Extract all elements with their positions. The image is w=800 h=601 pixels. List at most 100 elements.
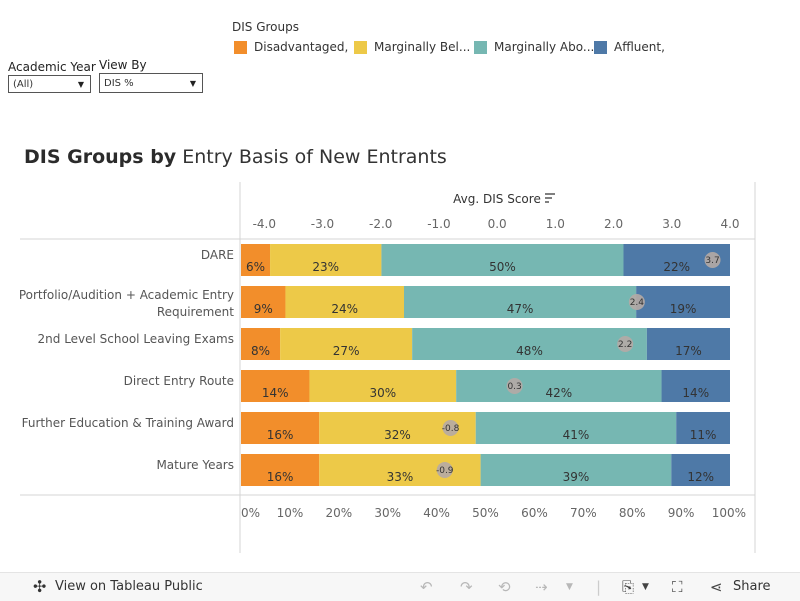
bar-segment-marginally-below[interactable] bbox=[270, 244, 382, 276]
data-label: 14% bbox=[262, 386, 289, 400]
bar-segment-marginally-below[interactable] bbox=[319, 454, 481, 486]
fullscreen-icon[interactable]: ⛶ bbox=[672, 578, 683, 596]
bar-segment-disadvantaged[interactable] bbox=[241, 370, 310, 402]
download-dropdown-icon[interactable]: ▼ bbox=[642, 582, 649, 592]
bar-segment-affluent[interactable] bbox=[676, 412, 730, 444]
bar-segment-marginally-above[interactable] bbox=[475, 412, 677, 444]
data-label: 9% bbox=[254, 302, 273, 316]
avg-dis-score-point[interactable] bbox=[442, 420, 459, 436]
data-label: 8% bbox=[251, 344, 270, 358]
bar-segment-marginally-above[interactable] bbox=[381, 244, 624, 276]
undo-icon[interactable]: ↶ bbox=[420, 578, 433, 596]
row-label: Direct Entry Route bbox=[124, 374, 234, 388]
bar-segment-marginally-below[interactable] bbox=[309, 370, 457, 402]
data-label: 47% bbox=[507, 302, 534, 316]
row-labels: DARE Portfolio/Audition + Academic Entry R… bbox=[19, 248, 234, 472]
data-label: 33% bbox=[387, 470, 414, 484]
bottom-axis-tick-label: 0% bbox=[241, 506, 260, 520]
avg-dis-score-label: 2.2 bbox=[618, 340, 632, 350]
view-by-value: DIS % bbox=[104, 78, 134, 89]
bottom-axis-tick-label: 90% bbox=[668, 506, 695, 520]
academic-year-label: Academic Year bbox=[8, 60, 96, 74]
bar-segment-marginally-above[interactable] bbox=[456, 370, 662, 402]
view-by-label: View By bbox=[99, 58, 147, 72]
bar-segment-marginally-below[interactable] bbox=[280, 328, 413, 360]
bottom-toolbar: ✣ View on Tableau Public ↶ ↷ ⟲ ⇢ ▼ | ⎘ ▼… bbox=[0, 572, 800, 601]
data-label: 11% bbox=[690, 428, 717, 442]
top-axis-tick-label: -2.0 bbox=[369, 217, 392, 231]
redo-icon[interactable]: ↷ bbox=[460, 578, 473, 596]
bar-segment-disadvantaged[interactable] bbox=[241, 328, 281, 360]
academic-year-dropdown[interactable]: (All) ▼ bbox=[8, 75, 91, 93]
download-icon[interactable]: ⎘ bbox=[622, 578, 635, 596]
bar-segment-disadvantaged[interactable] bbox=[241, 412, 320, 444]
bar-segment-affluent[interactable] bbox=[671, 454, 730, 486]
top-axis-tick-label: 3.0 bbox=[662, 217, 681, 231]
data-label: 39% bbox=[563, 470, 590, 484]
bottom-axis-tick-label: 100% bbox=[712, 506, 746, 520]
top-axis-title: Avg. DIS Score bbox=[453, 192, 541, 206]
bottom-axis-tick-label: 10% bbox=[277, 506, 304, 520]
data-label: 19% bbox=[670, 302, 697, 316]
sort-icon[interactable] bbox=[545, 193, 555, 203]
share-icon[interactable]: ⋖ bbox=[710, 578, 723, 596]
legend-swatch-marginally-above bbox=[474, 41, 487, 54]
bar-segment-affluent[interactable] bbox=[646, 328, 730, 360]
bar-segment-marginally-below[interactable] bbox=[285, 286, 404, 318]
row-label: Mature Years bbox=[156, 458, 234, 472]
bar-segment-affluent[interactable] bbox=[661, 370, 730, 402]
view-on-tableau-link[interactable]: View on Tableau Public bbox=[55, 579, 203, 594]
legend-swatch-affluent bbox=[594, 41, 607, 54]
bar-segment-marginally-above[interactable] bbox=[404, 286, 637, 318]
refresh-dropdown-icon[interactable]: ▼ bbox=[566, 582, 573, 592]
data-label: 22% bbox=[663, 260, 690, 274]
data-label: 16% bbox=[267, 428, 294, 442]
top-axis: -4.0 -3.0 -2.0 -1.0 0.0 1.0 2.0 3.0 4.0 bbox=[253, 217, 740, 231]
chart-title-bold: DIS Groups by bbox=[24, 146, 177, 168]
chart-title-rest: Entry Basis of New Entrants bbox=[182, 146, 447, 168]
bar-segment-disadvantaged[interactable] bbox=[241, 244, 271, 276]
refresh-icon[interactable]: ⇢ bbox=[535, 578, 548, 596]
avg-dis-score-label: 0.3 bbox=[507, 382, 521, 392]
row-label: DARE bbox=[201, 248, 234, 262]
chart-title: DIS Groups by Entry Basis of New Entrant… bbox=[24, 146, 447, 168]
avg-dis-score-point[interactable] bbox=[617, 336, 634, 352]
avg-dis-score-marks: 3.7 2.4 2.2 0.3 -0.8 -0.9 bbox=[436, 252, 721, 478]
revert-icon[interactable]: ⟲ bbox=[498, 578, 511, 596]
bottom-axis-tick-label: 80% bbox=[619, 506, 646, 520]
avg-dis-score-label: 2.4 bbox=[630, 298, 645, 308]
avg-dis-score-point[interactable] bbox=[628, 294, 645, 310]
data-label: 24% bbox=[331, 302, 358, 316]
row-label: Further Education & Training Award bbox=[22, 416, 234, 430]
avg-dis-score-point[interactable] bbox=[704, 252, 721, 268]
bar-segment-marginally-above[interactable] bbox=[480, 454, 672, 486]
data-label: 17% bbox=[675, 344, 702, 358]
bottom-axis-tick-label: 30% bbox=[374, 506, 401, 520]
bar-segment-marginally-above[interactable] bbox=[412, 328, 647, 360]
data-label: 32% bbox=[384, 428, 411, 442]
bar-segment-affluent[interactable] bbox=[636, 286, 730, 318]
top-axis-tick-label: 0.0 bbox=[488, 217, 507, 231]
bottom-axis-tick-label: 70% bbox=[570, 506, 597, 520]
academic-year-filter: Academic Year (All) ▼ bbox=[8, 60, 96, 93]
bottom-axis-tick-label: 20% bbox=[325, 506, 352, 520]
top-axis-tick-label: -1.0 bbox=[427, 217, 450, 231]
avg-dis-score-label: -0.9 bbox=[436, 466, 454, 476]
bar-segment-disadvantaged[interactable] bbox=[241, 286, 286, 318]
data-label: 12% bbox=[687, 470, 714, 484]
avg-dis-score-point[interactable] bbox=[436, 462, 453, 478]
top-axis-tick-label: 4.0 bbox=[720, 217, 739, 231]
top-axis-tick-label: 2.0 bbox=[604, 217, 623, 231]
share-button[interactable]: Share bbox=[733, 579, 771, 594]
legend-swatch-marginally-below bbox=[354, 41, 367, 54]
legend-label: Affluent, bbox=[614, 40, 665, 54]
bottom-axis-tick-label: 40% bbox=[423, 506, 450, 520]
view-by-dropdown[interactable]: DIS % ▼ bbox=[99, 73, 203, 93]
bar-labels: 6% 23% 50% 22% 9% 24% 47% 19% 8% 27% 48% 17% 14% 30% 4… bbox=[246, 260, 716, 484]
legend-label: Marginally Abo... bbox=[494, 40, 595, 54]
avg-dis-score-point[interactable] bbox=[506, 378, 523, 394]
chevron-down-icon: ▼ bbox=[77, 80, 84, 89]
data-label: 6% bbox=[246, 260, 265, 274]
bar-segment-disadvantaged[interactable] bbox=[241, 454, 320, 486]
data-label: 48% bbox=[516, 344, 543, 358]
